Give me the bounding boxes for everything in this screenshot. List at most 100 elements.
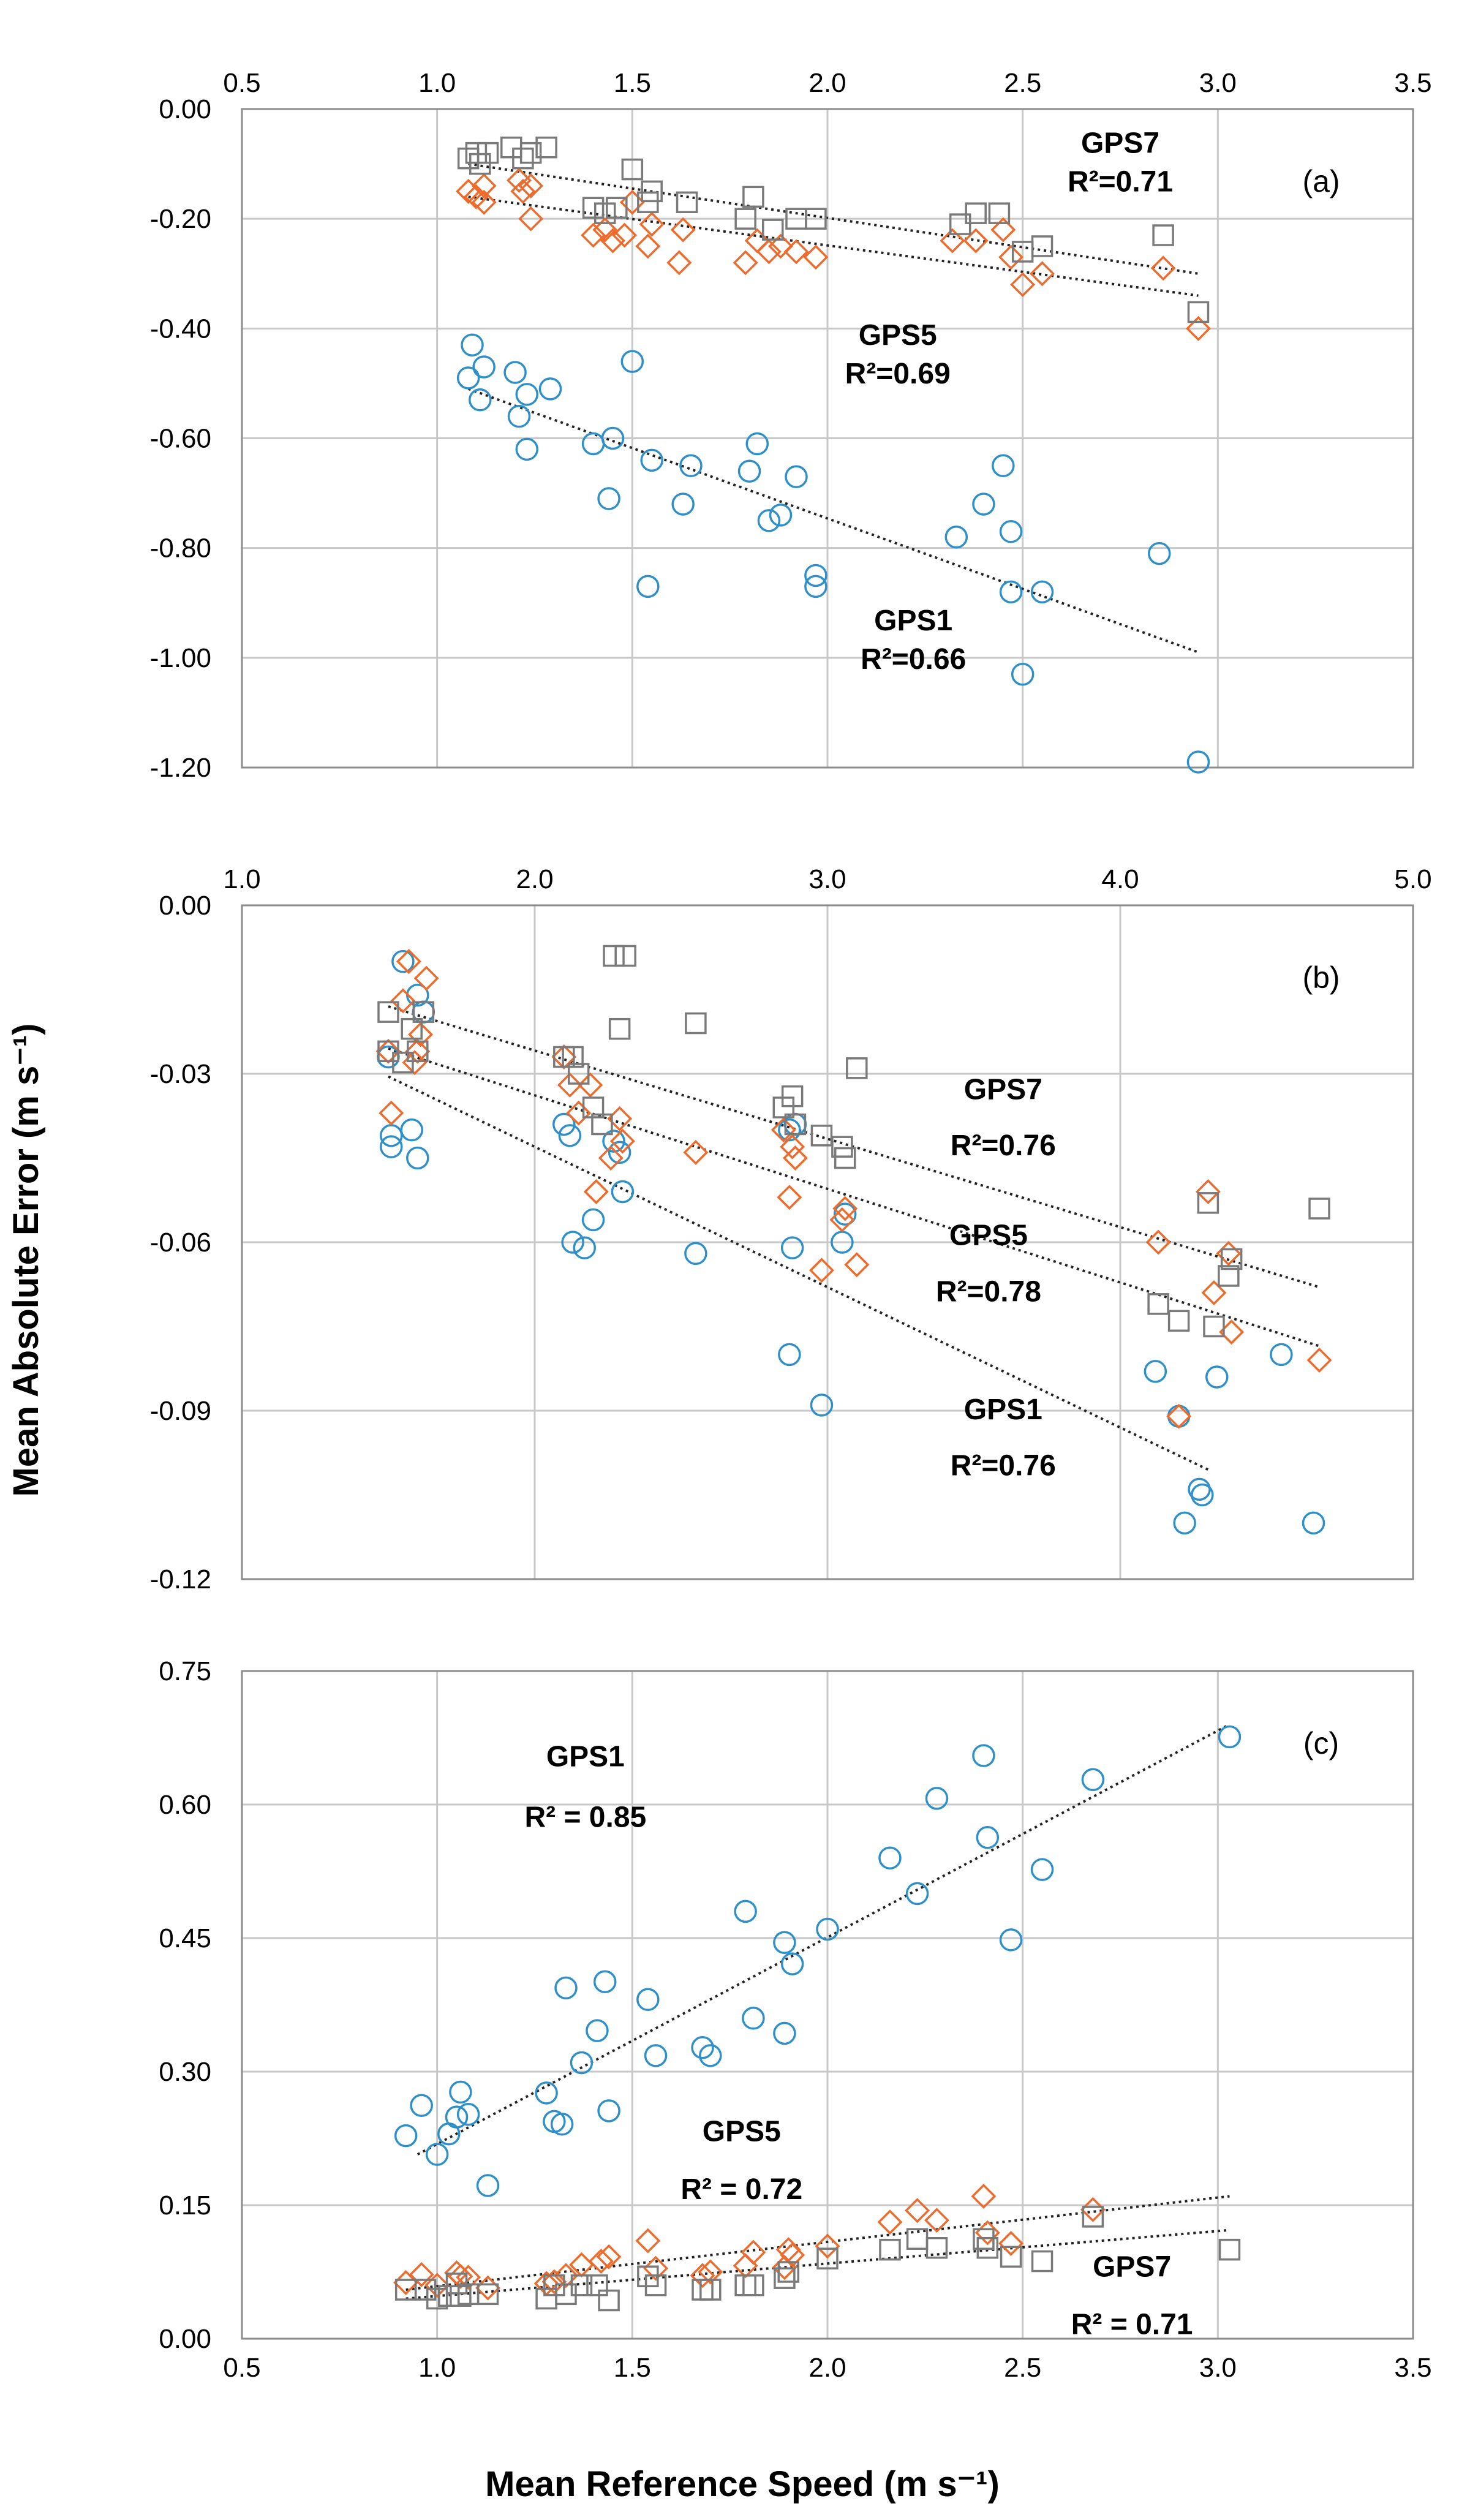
x-tick-label: 0.5	[223, 68, 260, 98]
gps5-point	[998, 244, 1024, 270]
y-tick-label: 0.00	[159, 2324, 211, 2354]
gps1-point	[608, 1141, 631, 1164]
gps7-point	[500, 136, 522, 159]
gps5-point	[698, 2259, 723, 2285]
gps5-point	[768, 233, 793, 259]
gps1-point	[561, 1231, 584, 1254]
gps1-point	[636, 575, 660, 598]
gps1-point	[601, 426, 625, 450]
annotation-gps7-label: GPS7	[1081, 127, 1159, 160]
x-tick-label: 1.0	[418, 68, 456, 98]
annotation-gps5-label: GPS5	[949, 1220, 1028, 1252]
gps1-point	[1144, 1360, 1167, 1383]
gps1-point	[573, 1236, 597, 1259]
gps1-point	[620, 350, 644, 373]
gps5-point	[1010, 272, 1036, 298]
gps1-point	[472, 355, 496, 379]
gps5-point	[598, 1145, 624, 1171]
gps5-trendline	[388, 1047, 1320, 1348]
gps1-series	[456, 333, 1210, 774]
plot-frame	[241, 1670, 1414, 2340]
x-tick-label: 4.0	[1101, 864, 1139, 894]
gps7-point	[469, 153, 491, 175]
gps5-point	[990, 217, 1016, 243]
gps5-point	[803, 244, 829, 270]
gps1-point	[1030, 580, 1054, 604]
y-tick-label: -1.00	[150, 643, 211, 673]
gps1-point	[535, 2081, 558, 2105]
y-tick-label: -0.20	[150, 204, 211, 234]
gps7-point	[535, 136, 557, 159]
gps7-point	[1147, 1293, 1169, 1315]
annotation-gps7-r2: R²=0.76	[951, 1130, 1056, 1162]
gps1-point	[597, 2099, 620, 2122]
gps7-point	[377, 1040, 399, 1063]
y-tick-label: 0.00	[159, 94, 211, 124]
gps5-point	[741, 2239, 766, 2265]
gps1-point	[780, 1236, 804, 1259]
gps1-point	[976, 1826, 1000, 1849]
gps7-point	[925, 2237, 948, 2259]
gps1-point	[1173, 1511, 1196, 1535]
gps1-point	[1011, 662, 1035, 686]
gps1-point	[992, 454, 1015, 478]
gps1-point	[804, 575, 827, 598]
y-tick-label: -1.20	[150, 753, 211, 783]
gps1-point	[593, 1970, 617, 1993]
gps5-point	[405, 1038, 431, 1064]
gps7-point	[401, 1017, 423, 1040]
gps5-point	[777, 1185, 802, 1210]
y-tick-label: 0.00	[159, 891, 211, 921]
x-tick-label: 3.0	[809, 864, 846, 894]
gps7-point	[965, 202, 987, 224]
gps7-point	[1082, 2206, 1104, 2228]
gps5-point	[971, 2183, 997, 2209]
gps5-point	[683, 1139, 709, 1165]
gps5-point	[507, 167, 532, 193]
x-tick-label: 3.5	[1394, 68, 1431, 98]
x-tick-label: 0.5	[223, 2353, 260, 2383]
gps5-point	[780, 2242, 805, 2268]
gps5-point	[756, 239, 782, 265]
x-tick-label: 2.0	[516, 864, 553, 894]
y-tick-label: -0.09	[150, 1396, 211, 1426]
annotation-gps1-r2: R² = 0.85	[524, 1801, 646, 1833]
gps5-point	[518, 173, 544, 198]
gps5-point	[963, 228, 989, 254]
gps7-point	[562, 1046, 584, 1068]
gps5-point	[1306, 1348, 1332, 1373]
gps1-point	[461, 333, 484, 356]
gps7-point	[846, 1057, 868, 1079]
gps7-point	[621, 158, 644, 181]
gps5-point	[510, 178, 536, 204]
gps5-point	[408, 1022, 434, 1047]
gps5-point	[578, 1072, 603, 1098]
gps5-point	[772, 2255, 797, 2280]
gps5-point	[924, 2208, 949, 2233]
annotation-gps5-r2: R² = 0.72	[680, 2173, 802, 2206]
gps7-point	[594, 202, 616, 224]
gps7-point	[519, 141, 542, 164]
gps1-point	[972, 1744, 995, 1767]
annotation-gps7-label: GPS7	[1093, 2250, 1171, 2283]
gps7-point	[685, 1012, 707, 1035]
gps5-point	[775, 2237, 801, 2263]
gps1-point	[1030, 1858, 1054, 1881]
gps1-point	[391, 949, 415, 973]
gps5-point	[413, 965, 439, 991]
gps1-point	[691, 2036, 714, 2059]
gps7-point	[477, 2283, 499, 2306]
gps7-point	[614, 945, 636, 967]
gps5-point	[396, 949, 421, 975]
gps7-point	[1218, 1265, 1240, 1287]
gps1-point	[425, 2143, 449, 2166]
gps5-point	[1195, 1179, 1221, 1204]
x-tick-label: 3.5	[1394, 2353, 1431, 2383]
gps7-point	[1308, 1198, 1330, 1220]
annotation-gps1-label: GPS1	[874, 605, 952, 637]
gps5-point	[609, 1128, 635, 1154]
gps7-point	[603, 945, 625, 967]
gps5-trendline	[468, 195, 1199, 297]
gps7-point	[392, 1051, 414, 1074]
